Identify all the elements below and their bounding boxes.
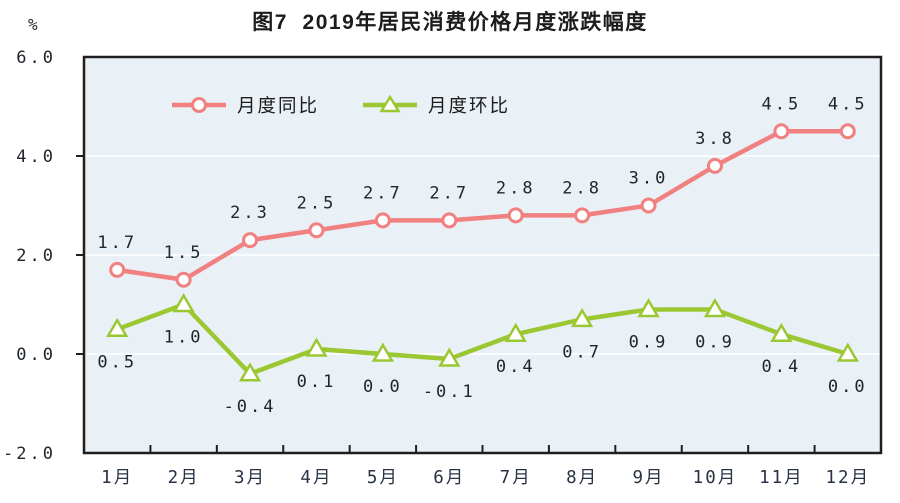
legend-line-triangle-swatch [363,94,418,113]
triangle-marker [305,337,328,357]
series-line-1 [114,302,851,377]
data-label: 0.9 [629,332,669,352]
circle-marker [574,207,591,224]
y-tick-label: 6.0 [16,48,56,68]
triangle-marker [504,322,527,342]
x-tick-label: 1月 [101,468,133,488]
x-tick-label: 10月 [693,468,738,488]
plot-border [82,55,883,455]
x-tick-label: 12月 [826,468,871,488]
triangle-marker [703,297,727,318]
triangle-marker [836,342,859,362]
circle-marker [441,212,458,229]
legend: 月度同比 月度环比 [170,92,510,118]
y-tick-label: -2.0 [3,444,56,464]
data-label: 0.0 [828,377,868,397]
circle-marker [374,212,391,229]
data-label: 2.8 [562,178,602,198]
triangle-marker [371,342,395,362]
data-label: 1.0 [164,328,204,348]
data-label: 2.8 [496,178,536,198]
data-label: 0.0 [363,377,403,397]
data-label: 4.5 [762,94,802,114]
data-label: 2.3 [230,203,270,223]
legend-label-mom: 月度环比 [428,95,511,116]
x-tick-label: 11月 [759,468,804,488]
data-label: 0.5 [97,352,137,372]
data-label: 0.7 [562,342,602,362]
data-label: 2.7 [363,183,403,203]
legend-item-yoy: 月度同比 [170,92,319,118]
data-label: 2.5 [297,193,337,213]
circle-marker [706,157,723,174]
legend-item-mom: 月度环比 [361,92,510,118]
triangle-marker [238,362,262,382]
data-label: -0.1 [423,382,476,402]
circle-marker [773,123,790,140]
triangle-marker [438,347,461,367]
circle-marker [507,207,524,224]
triangle-marker [770,322,793,342]
legend-label-yoy: 月度同比 [237,95,320,116]
x-tick-label: 3月 [234,468,266,488]
data-label: 2.7 [429,183,469,203]
data-label: 1.5 [164,243,204,263]
triangle-marker [106,317,129,337]
data-label: 0.4 [496,357,536,377]
circle-marker [109,261,126,278]
data-label: 3.8 [695,129,735,149]
data-label: 4.5 [828,94,868,114]
y-tick-label: 0.0 [16,345,56,365]
triangle-marker [172,293,195,313]
y-tick-label: 4.0 [16,147,56,167]
circle-marker [308,222,325,239]
x-tick-label: 4月 [300,468,332,488]
data-label: 0.4 [762,357,802,377]
y-axis-unit-label: % [28,15,38,34]
x-tick-label: 8月 [566,468,598,488]
y-tick-label: 2.0 [16,246,56,266]
triangle-marker [637,297,660,318]
x-tick-label: 9月 [633,468,665,488]
x-tick-label: 5月 [367,468,399,488]
x-tick-label: 6月 [433,468,465,488]
data-label: 0.9 [695,332,735,352]
x-tick-label: 2月 [168,468,200,488]
circle-marker [640,197,657,214]
data-label: 1.7 [97,233,137,253]
data-label: 0.1 [297,372,337,392]
circle-marker [242,232,259,249]
circle-marker [839,123,856,140]
legend-line-circle-swatch [172,97,226,113]
data-label: -0.4 [224,397,277,417]
data-label: 3.0 [629,169,669,189]
triangle-marker [570,307,594,328]
x-tick-label: 7月 [500,468,532,488]
series-line-0 [114,129,851,282]
chart-title: 图7 2019年居民消费价格月度涨跌幅度 [252,11,648,34]
circle-marker [175,271,192,288]
